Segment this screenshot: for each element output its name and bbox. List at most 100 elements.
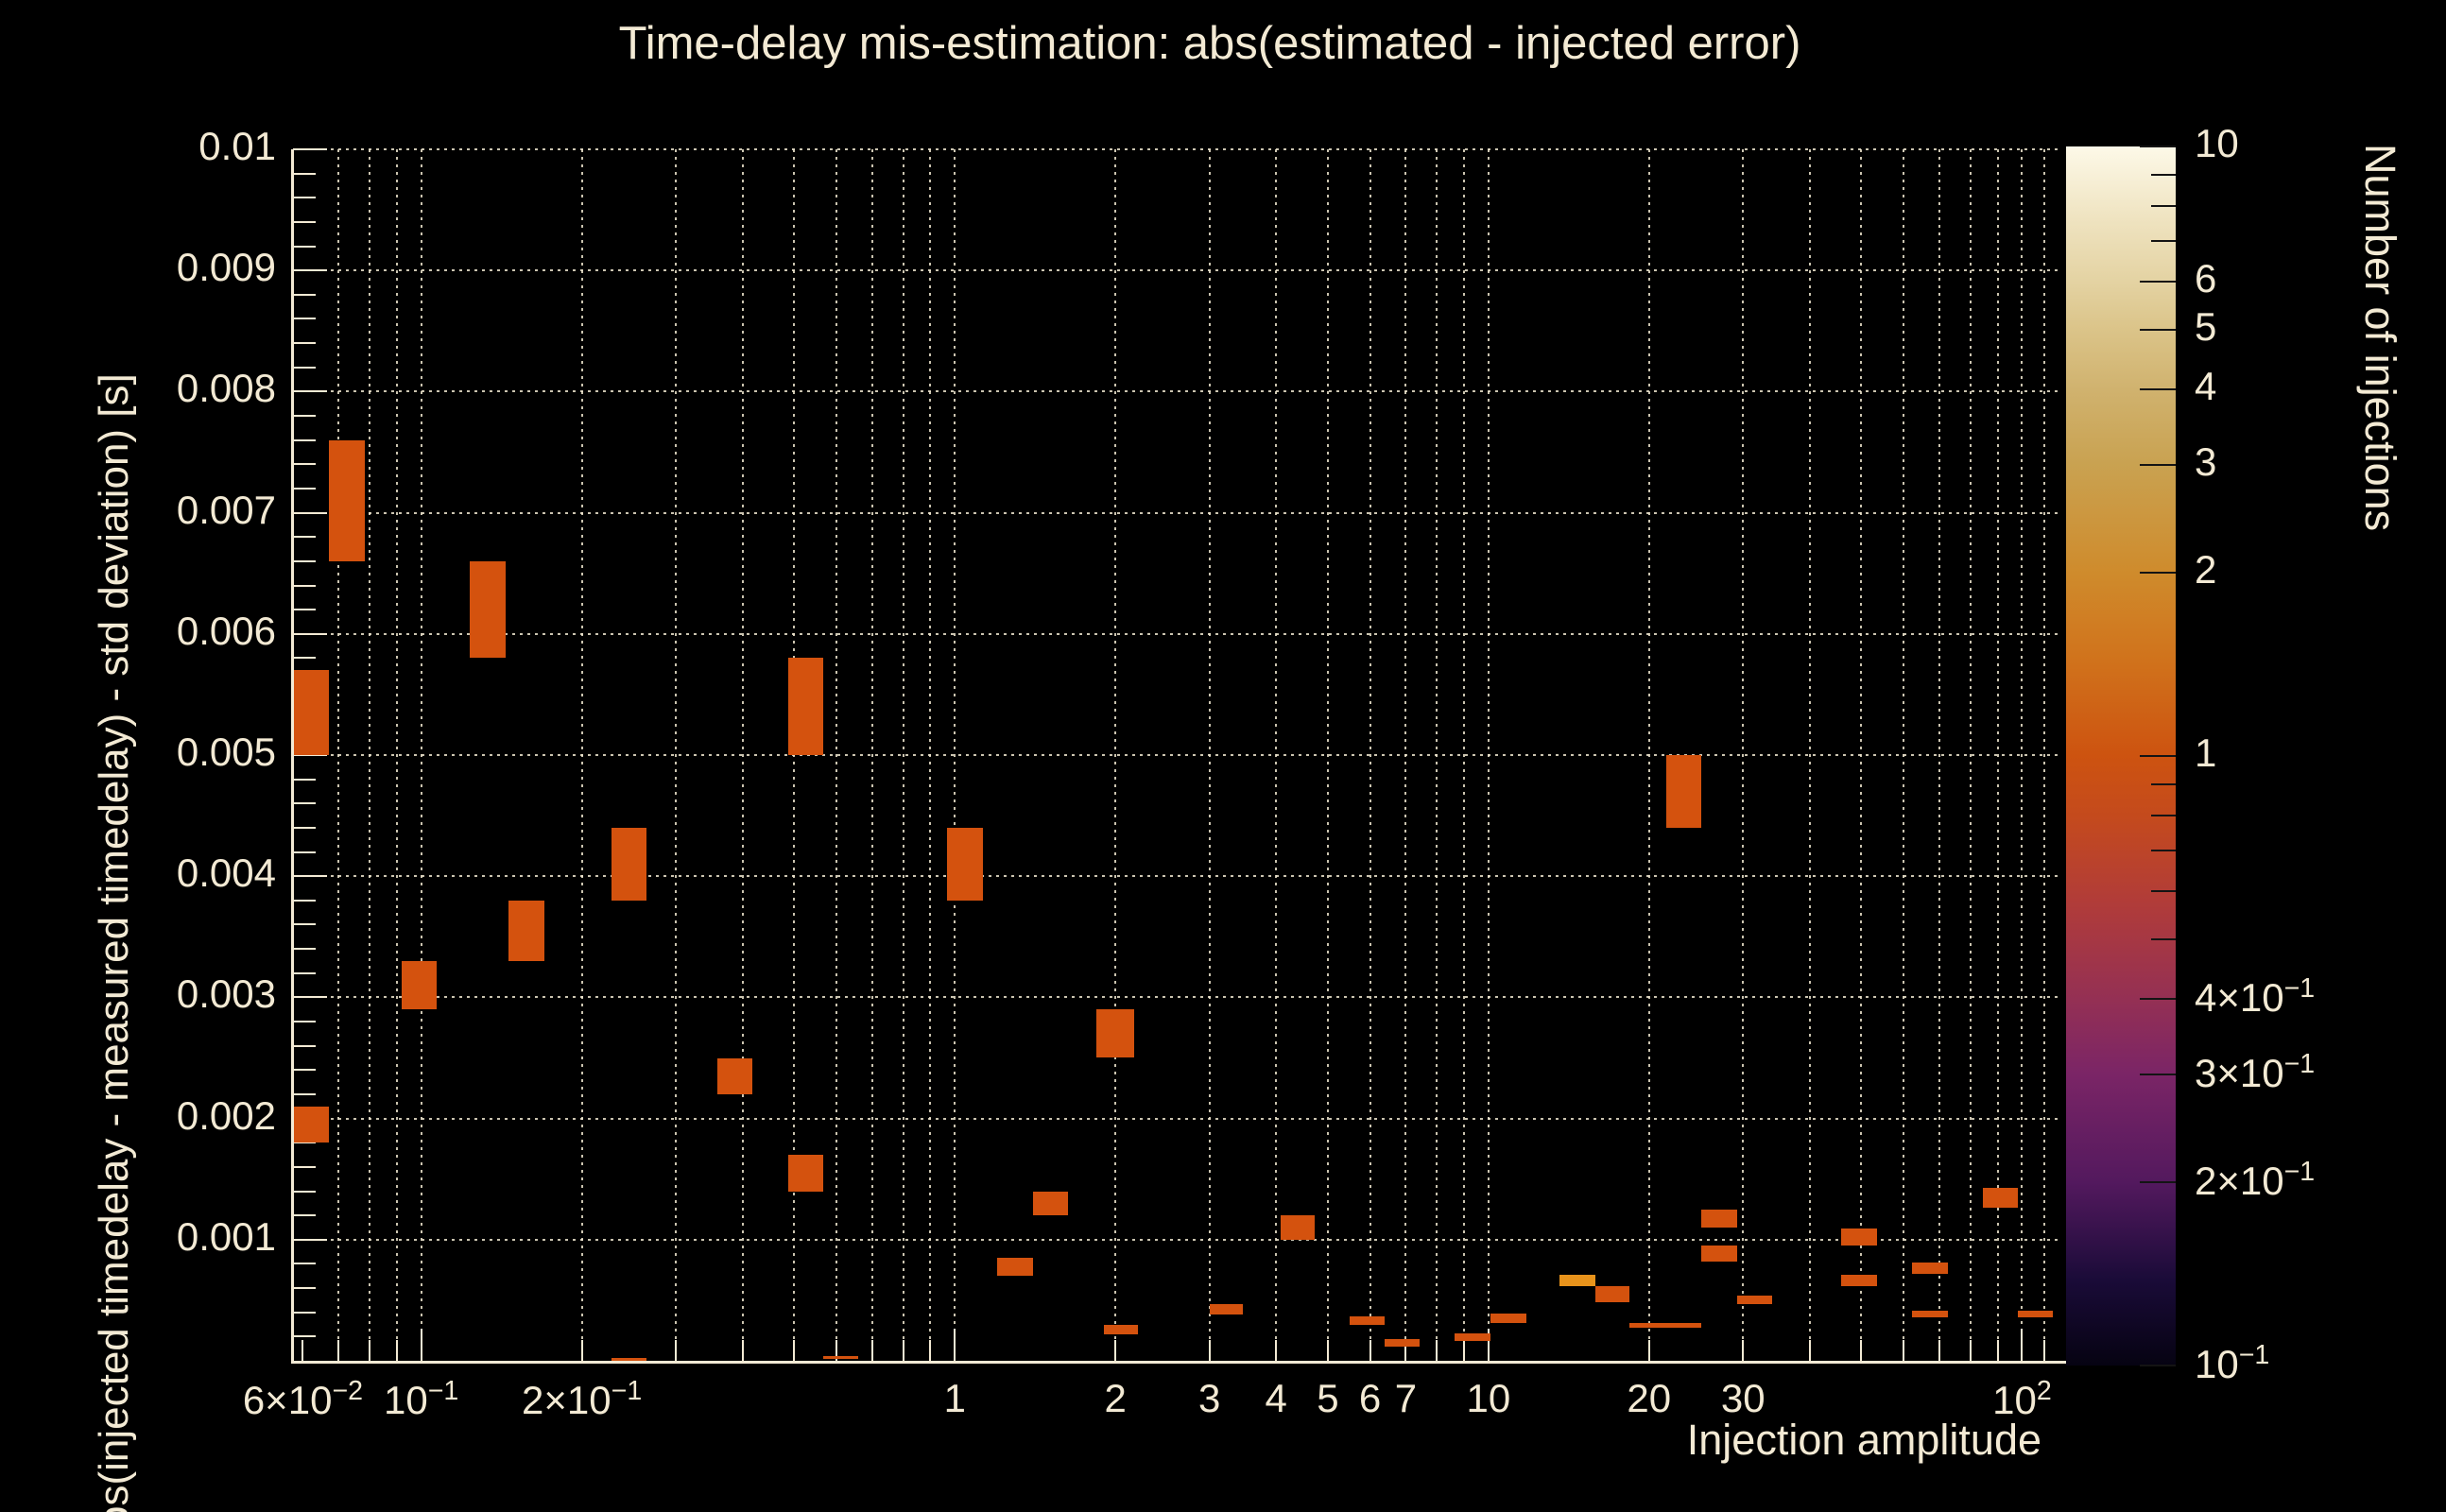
x-axis-tick bbox=[337, 1340, 340, 1361]
x-axis-tick bbox=[368, 1340, 370, 1361]
histogram-bin bbox=[401, 960, 437, 1010]
y-axis-tick bbox=[293, 850, 316, 853]
x-axis-tick bbox=[1436, 1340, 1438, 1361]
grid-line-horizontal bbox=[293, 269, 2060, 272]
y-axis-tick bbox=[293, 1165, 316, 1168]
grid-line-horizontal bbox=[293, 875, 2060, 878]
histogram-bin bbox=[1349, 1315, 1386, 1325]
x-axis-tick bbox=[1463, 1340, 1465, 1361]
y-tick-label: 0.005 bbox=[176, 730, 276, 774]
y-tick-label: 0.007 bbox=[176, 487, 276, 532]
y-axis-tick bbox=[293, 802, 316, 805]
y-axis-tick bbox=[293, 438, 316, 441]
y-axis-tick bbox=[293, 1069, 316, 1072]
y-axis-tick bbox=[293, 1311, 316, 1314]
y-axis-tick bbox=[293, 1190, 316, 1193]
x-tick-label: 4 bbox=[1265, 1376, 1287, 1420]
histogram-bin bbox=[1095, 1009, 1135, 1058]
x-tick-label: 6×10−2 bbox=[242, 1376, 363, 1422]
histogram-bin bbox=[788, 1155, 824, 1192]
histogram-bin bbox=[1490, 1314, 1526, 1324]
y-axis-tick bbox=[293, 390, 327, 393]
y-axis-tick bbox=[293, 1142, 316, 1144]
y-axis-tick bbox=[293, 1092, 316, 1095]
x-axis-tick bbox=[929, 1340, 932, 1361]
histogram-bin bbox=[1032, 1191, 1069, 1216]
histogram-bin bbox=[1281, 1215, 1315, 1240]
y-tick-label: 0.01 bbox=[198, 124, 276, 168]
grid-line-horizontal bbox=[293, 1238, 2060, 1241]
colorbar-tick-label: 3×10−1 bbox=[2195, 1049, 2316, 1096]
colorbar-minor-tick bbox=[2151, 849, 2176, 851]
y-tick-label: 0.004 bbox=[176, 850, 276, 896]
histogram-bin bbox=[469, 560, 506, 659]
colorbar-minor-tick bbox=[2151, 814, 2176, 816]
x-axis-tick bbox=[1996, 1340, 1999, 1361]
colorbar-tick bbox=[2140, 755, 2176, 757]
x-tick-label: 10−1 bbox=[384, 1376, 459, 1422]
x-axis-tick bbox=[1647, 1340, 1650, 1361]
histogram-bin bbox=[1103, 1324, 1138, 1334]
grid-line-horizontal bbox=[293, 632, 2060, 635]
y-axis-tick bbox=[293, 318, 316, 320]
histogram-bin bbox=[1559, 1274, 1595, 1286]
histogram-bin bbox=[1912, 1311, 1948, 1317]
y-axis-tick bbox=[293, 1263, 316, 1265]
y-axis-tick bbox=[293, 148, 327, 150]
y-axis-tick bbox=[293, 1238, 327, 1241]
colorbar-title: Number of injections bbox=[2356, 144, 2404, 532]
y-axis-tick bbox=[293, 245, 316, 248]
x-axis-tick bbox=[741, 1340, 744, 1361]
x-axis-tick bbox=[301, 1340, 304, 1361]
histogram-bin bbox=[947, 827, 984, 901]
y-axis-tick bbox=[293, 511, 327, 514]
y-axis-tick bbox=[293, 269, 327, 272]
y-axis-tick bbox=[293, 197, 316, 199]
histogram-bin bbox=[1385, 1338, 1420, 1347]
histogram-bin bbox=[1701, 1246, 1737, 1262]
y-tick-label: 0.008 bbox=[176, 366, 276, 411]
x-axis-tick bbox=[420, 1329, 422, 1361]
x-axis-tick bbox=[1114, 1340, 1117, 1361]
x-tick-label: 7 bbox=[1394, 1376, 1418, 1420]
colorbar-tick-label: 2 bbox=[2195, 546, 2217, 592]
y-axis-tick bbox=[293, 826, 316, 829]
x-axis-tick bbox=[1326, 1340, 1329, 1361]
histogram-bin bbox=[1701, 1209, 1737, 1228]
x-tick-label: 20 bbox=[1627, 1376, 1672, 1420]
grid-line-horizontal bbox=[293, 511, 2060, 514]
histogram-bin bbox=[1736, 1295, 1772, 1304]
histogram-bin bbox=[1454, 1332, 1490, 1342]
x-axis-tick bbox=[870, 1340, 873, 1361]
x-axis-tick bbox=[954, 1329, 956, 1361]
chart-title: Time-delay mis-estimation: abs(estimated… bbox=[618, 18, 1801, 69]
x-tick-label: 5 bbox=[1317, 1376, 1339, 1420]
histogram-bin bbox=[328, 439, 365, 561]
histogram-bin bbox=[1841, 1228, 1877, 1246]
y-tick-label: 0.002 bbox=[176, 1092, 276, 1138]
y-axis-tick bbox=[293, 1021, 316, 1023]
y-tick-label: 0.006 bbox=[176, 608, 276, 653]
histogram-bin bbox=[1665, 755, 1702, 828]
y-axis-tick bbox=[293, 1287, 316, 1290]
colorbar-tick bbox=[2140, 281, 2176, 284]
y-axis-tick bbox=[293, 463, 316, 466]
colorbar-minor-tick bbox=[2151, 173, 2176, 176]
colorbar-tick-label: 1 bbox=[2195, 730, 2217, 775]
histogram-bin bbox=[1594, 1285, 1630, 1303]
y-axis-tick bbox=[293, 632, 327, 635]
x-axis-tick bbox=[1275, 1340, 1278, 1361]
y-axis-tick bbox=[293, 172, 316, 175]
x-axis-tick bbox=[1808, 1340, 1811, 1361]
histogram-bin bbox=[612, 827, 647, 901]
colorbar-minor-tick bbox=[2151, 239, 2176, 242]
y-axis-tick bbox=[293, 996, 327, 999]
x-axis-tick bbox=[1404, 1340, 1407, 1361]
x-axis-tick bbox=[1860, 1340, 1863, 1361]
y-axis-tick bbox=[293, 899, 316, 902]
colorbar-tick bbox=[2140, 571, 2176, 574]
y-axis-tick bbox=[293, 559, 316, 562]
colorbar-tick bbox=[2140, 1074, 2176, 1076]
y-axis-tick bbox=[293, 657, 316, 660]
colorbar-tick-label: 10 bbox=[2195, 121, 2239, 165]
